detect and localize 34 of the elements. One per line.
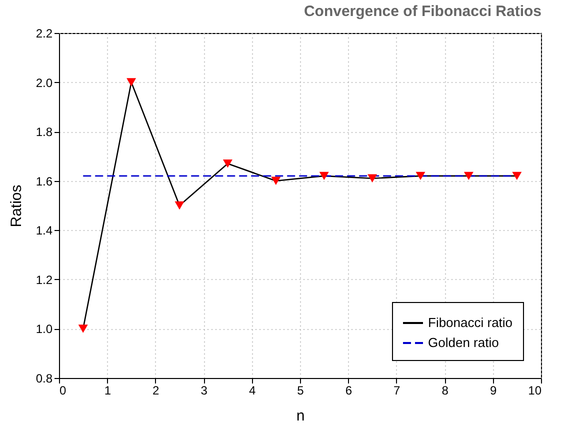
chart-title: Convergence of Fibonacci Ratios <box>304 3 542 20</box>
y-tick-label: 1.6 <box>36 174 53 188</box>
y-tick-label: 2.2 <box>36 26 53 40</box>
x-tick-label: 7 <box>394 384 401 398</box>
x-tick-label: 2 <box>152 384 160 398</box>
x-tick-label: 0 <box>60 384 66 398</box>
point <box>464 172 474 180</box>
legend-label: Fibonacci ratio <box>428 315 513 330</box>
x-tick-label: 8 <box>442 384 449 398</box>
x-tick-label: 10 <box>528 384 542 398</box>
x-axis-title: n <box>296 408 305 424</box>
point <box>174 201 184 210</box>
x-tick-label: 1 <box>104 384 112 398</box>
y-tick-label: 2.0 <box>36 76 53 90</box>
x-tick-label: 9 <box>490 384 497 398</box>
point <box>78 324 88 333</box>
y-tick-label: 1.8 <box>36 125 53 140</box>
point <box>368 174 378 182</box>
x-tick-label: 3 <box>200 384 208 398</box>
point <box>126 78 136 86</box>
y-tick-label: 1.0 <box>36 322 53 336</box>
point <box>222 160 232 168</box>
y-tick-label: 1.4 <box>36 224 53 238</box>
legend-label: Golden ratio <box>428 335 499 350</box>
point <box>416 172 426 180</box>
point <box>512 172 522 180</box>
y-tick-label: 1.2 <box>36 272 53 287</box>
y-tick-label: 0.8 <box>36 372 53 386</box>
point <box>319 172 329 180</box>
y-axis-title: Ratios <box>8 184 25 228</box>
point <box>271 176 281 185</box>
x-tick-label: 6 <box>345 384 352 398</box>
x-tick-label: 5 <box>297 384 304 398</box>
x-tick-label: 4 <box>248 384 256 398</box>
